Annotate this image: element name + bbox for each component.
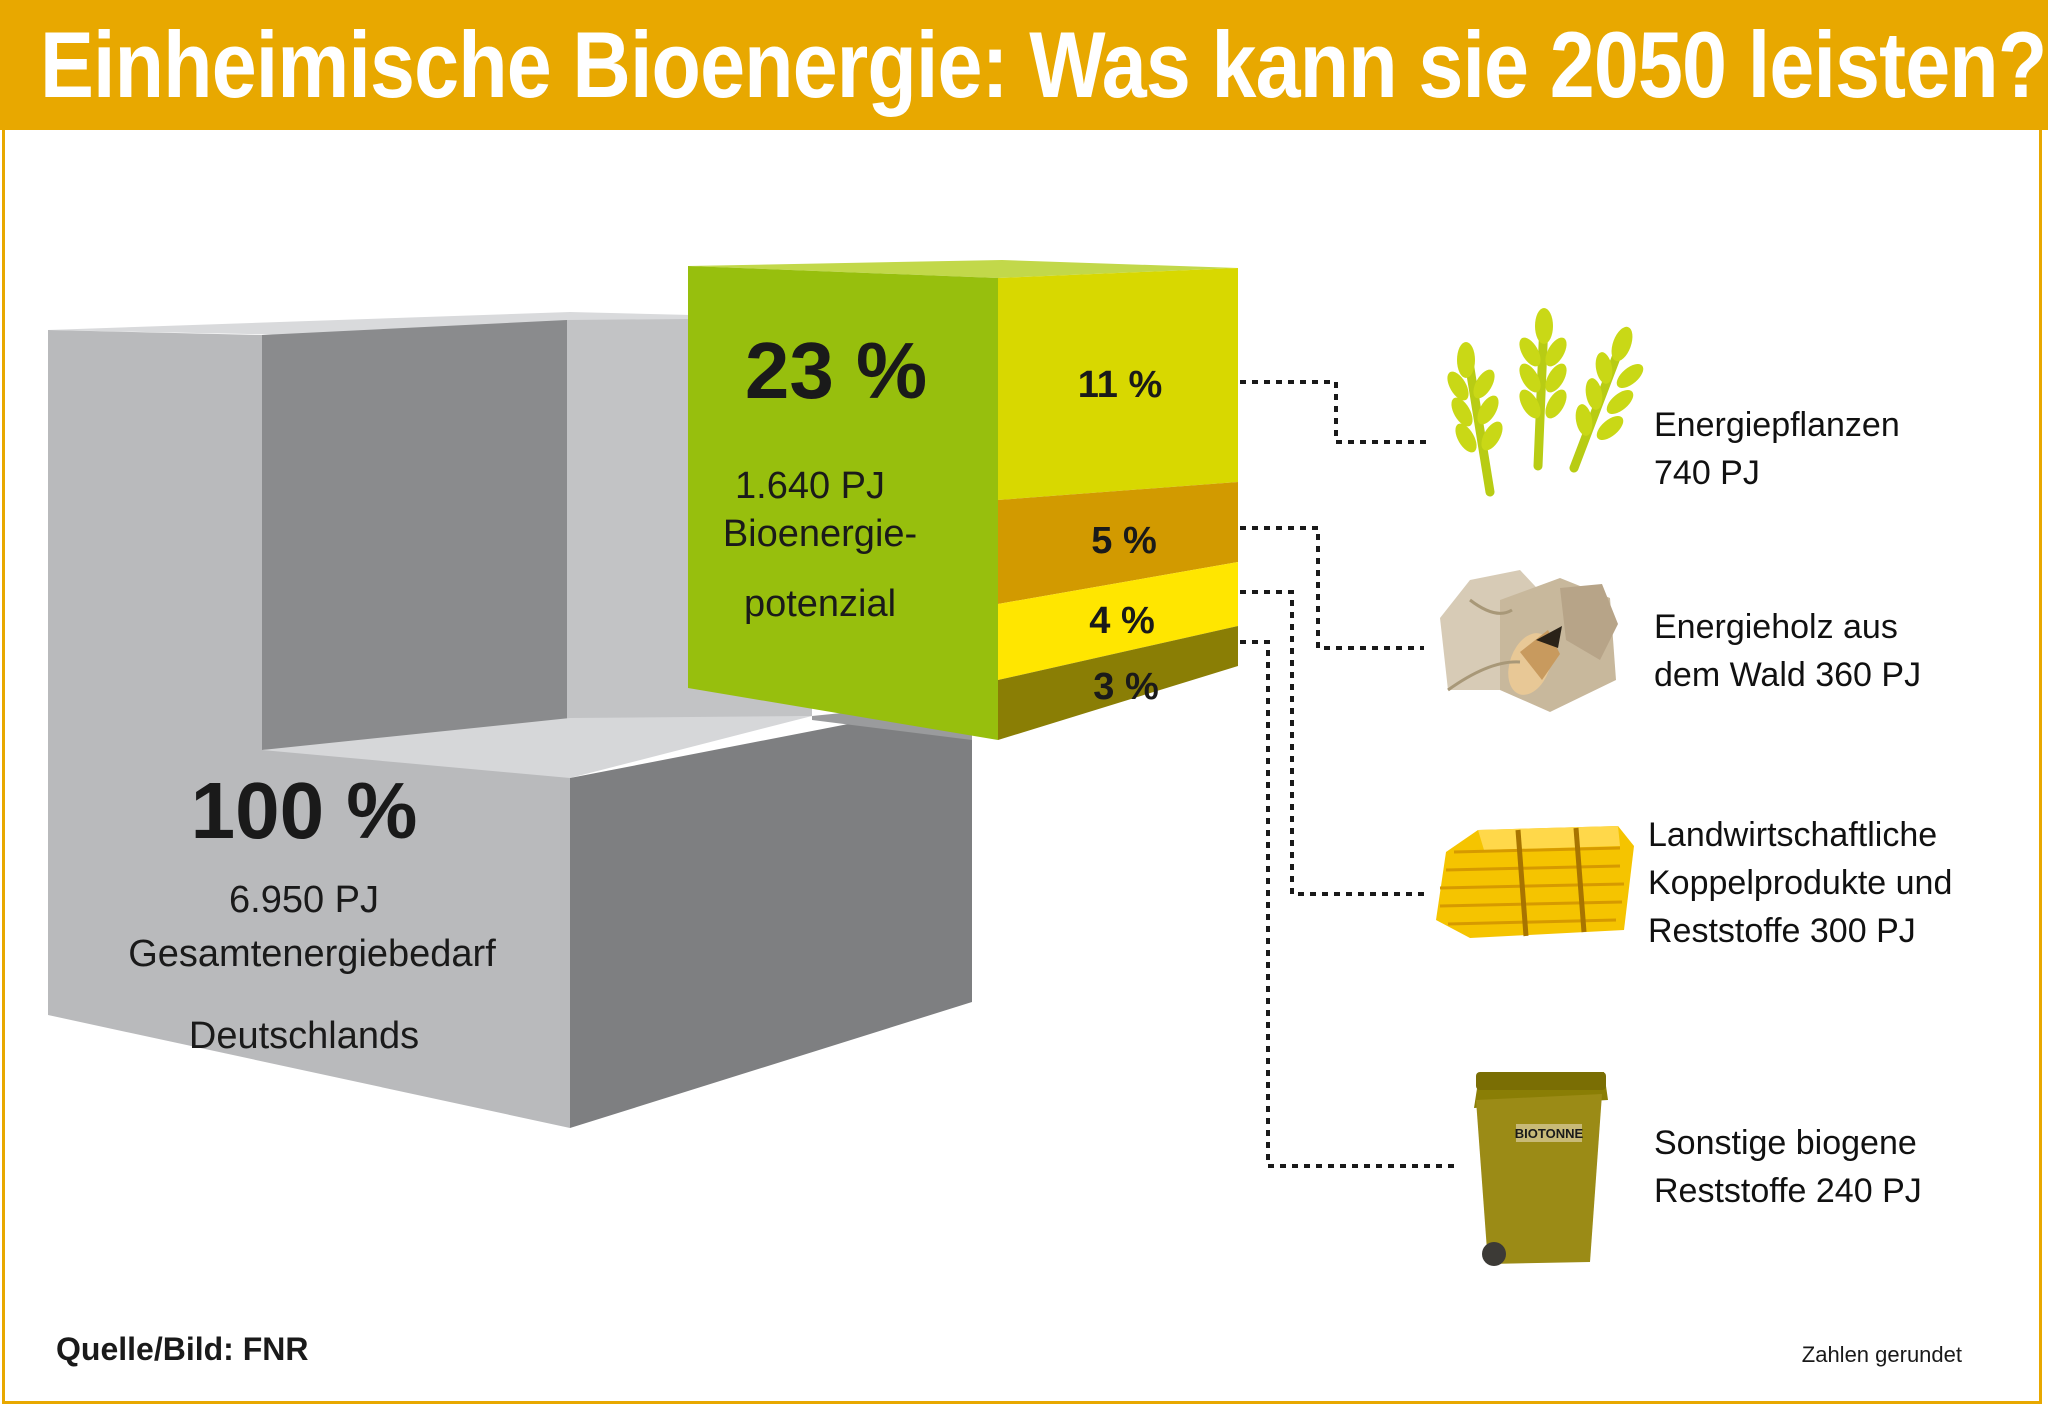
biotonne-icon: BIOTONNE bbox=[1474, 1072, 1608, 1266]
total-block-side bbox=[570, 700, 972, 1128]
potential-block-top bbox=[688, 260, 1238, 278]
firewood-icon bbox=[1440, 570, 1618, 712]
label-koppelprodukte-line-1: Landwirtschaftliche bbox=[1648, 816, 1937, 854]
page-title: Einheimische Bioenergie: Was kann sie 20… bbox=[40, 12, 2047, 117]
total-block-inner-back bbox=[262, 320, 567, 750]
label-energiepflanzen-line-2: 740 PJ bbox=[1654, 454, 1760, 492]
total-block-front bbox=[48, 330, 570, 1128]
label-energiepflanzen-line-1: Energiepflanzen bbox=[1654, 406, 1900, 444]
segment-percent-energiepflanzen: 11 % bbox=[1078, 364, 1163, 406]
leader-koppelprodukte bbox=[1240, 590, 1424, 896]
leader-energieholz bbox=[1240, 526, 1424, 650]
biotonne-label: BIOTONNE bbox=[1515, 1126, 1584, 1141]
potential-block-front bbox=[688, 266, 998, 740]
total-block-top bbox=[48, 312, 812, 335]
label-sonstige-line-1: Sonstige biogene bbox=[1654, 1124, 1917, 1162]
segment-percent-sonstige: 3 % bbox=[1093, 666, 1158, 708]
total-value: 6.950 PJ bbox=[229, 879, 379, 921]
label-energieholz-line-1: Energieholz aus bbox=[1654, 608, 1898, 646]
potential-block bbox=[688, 260, 1238, 740]
label-koppelprodukte-line-3: Reststoffe 300 PJ bbox=[1648, 912, 1916, 950]
frame-border bbox=[2, 130, 2042, 1404]
straw-bale-icon bbox=[1436, 826, 1634, 938]
label-koppelprodukte-line-2: Koppelprodukte und bbox=[1648, 864, 1952, 902]
wheat-icon bbox=[1447, 308, 1644, 497]
potential-percent: 23 % bbox=[745, 326, 927, 415]
potential-label-line-1: Bioenergie- bbox=[723, 513, 917, 555]
segment-sonstige-face bbox=[998, 626, 1238, 740]
leader-sonstige bbox=[1240, 640, 1458, 1168]
rounding-note: Zahlen gerundet bbox=[1802, 1342, 1962, 1367]
label-energieholz-line-2: dem Wald 360 PJ bbox=[1654, 656, 1921, 694]
segment-percent-koppelprodukte: 4 % bbox=[1089, 600, 1154, 642]
total-label-line-1: Gesamtenergiebedarf bbox=[128, 933, 496, 975]
segment-koppelprodukte-face bbox=[998, 562, 1238, 680]
leader-energiepflanzen bbox=[1240, 380, 1428, 444]
total-percent: 100 % bbox=[191, 766, 418, 855]
potential-value: 1.640 PJ bbox=[735, 465, 885, 507]
label-sonstige-line-2: Reststoffe 240 PJ bbox=[1654, 1172, 1922, 1210]
total-block-step-top bbox=[262, 716, 812, 778]
total-label-line-2: Deutschlands bbox=[189, 1015, 419, 1057]
segment-energiepflanzen-face bbox=[998, 268, 1238, 500]
title-bar: Einheimische Bioenergie: Was kann sie 20… bbox=[0, 0, 2048, 130]
total-energy-block bbox=[48, 312, 972, 1128]
segment-energieholz-face bbox=[998, 482, 1238, 604]
segment-percent-energieholz: 5 % bbox=[1091, 520, 1156, 562]
source-label: Quelle/Bild: FNR bbox=[56, 1331, 308, 1367]
potential-label-line-2: potenzial bbox=[744, 583, 896, 625]
